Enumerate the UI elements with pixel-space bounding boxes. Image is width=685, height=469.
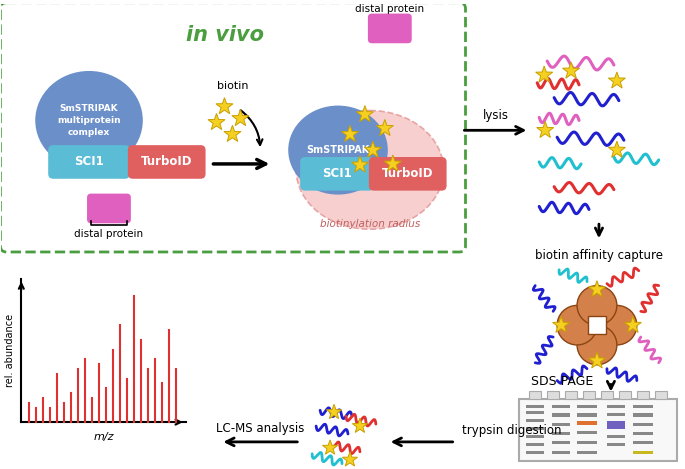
Bar (637, 392, 649, 400)
Polygon shape (356, 106, 373, 121)
Polygon shape (553, 316, 570, 333)
Polygon shape (624, 316, 641, 333)
Bar (526, 443, 544, 446)
Polygon shape (384, 155, 401, 171)
Bar (526, 419, 544, 422)
Text: m/z: m/z (93, 432, 114, 442)
Bar (633, 405, 653, 408)
Bar (519, 400, 677, 461)
Bar (607, 413, 625, 416)
Polygon shape (224, 125, 241, 142)
Text: in vivo: in vivo (186, 25, 264, 45)
Polygon shape (588, 352, 606, 368)
Bar (526, 451, 544, 454)
Text: SmSTRIPAK: SmSTRIPAK (60, 104, 119, 113)
Ellipse shape (288, 106, 388, 195)
Bar (607, 435, 625, 438)
Bar (577, 405, 597, 408)
Bar (552, 432, 570, 435)
Polygon shape (323, 440, 338, 454)
Text: rel. abundance: rel. abundance (5, 314, 15, 387)
FancyBboxPatch shape (1, 3, 466, 252)
Bar (577, 421, 597, 425)
Bar (633, 451, 653, 454)
Bar (633, 432, 653, 435)
Bar (633, 441, 653, 444)
Polygon shape (364, 141, 382, 157)
Polygon shape (327, 404, 342, 419)
Polygon shape (216, 98, 233, 114)
Bar (552, 405, 570, 408)
Bar (633, 413, 653, 417)
FancyBboxPatch shape (128, 145, 206, 179)
Polygon shape (562, 62, 580, 78)
Text: biotinylation radius: biotinylation radius (320, 219, 420, 229)
Polygon shape (341, 125, 358, 142)
Bar (526, 427, 544, 430)
Polygon shape (232, 110, 249, 126)
Bar (526, 435, 544, 438)
Text: SCI1: SCI1 (322, 167, 352, 180)
Bar (633, 423, 653, 426)
Bar (552, 413, 570, 417)
Bar (607, 405, 625, 408)
Text: biotin: biotin (216, 81, 248, 91)
FancyBboxPatch shape (369, 157, 447, 190)
Text: lysis: lysis (482, 109, 508, 122)
FancyBboxPatch shape (48, 145, 130, 179)
FancyBboxPatch shape (300, 157, 374, 190)
Text: LC-MS analysis: LC-MS analysis (216, 422, 305, 435)
Bar (526, 405, 544, 408)
Text: multiprotein: multiprotein (58, 116, 121, 125)
Bar (577, 431, 597, 434)
Bar (601, 392, 613, 400)
Polygon shape (536, 66, 553, 82)
Text: SCI1: SCI1 (74, 155, 104, 168)
Bar (588, 316, 606, 334)
Bar (526, 411, 544, 414)
Text: distal protein: distal protein (356, 4, 425, 14)
Text: trypsin digestion: trypsin digestion (462, 424, 561, 437)
Polygon shape (342, 452, 358, 466)
Bar (552, 451, 570, 454)
Bar (619, 392, 631, 400)
Text: complex: complex (68, 128, 110, 137)
Polygon shape (588, 280, 606, 297)
Bar (530, 392, 541, 400)
Bar (583, 392, 595, 400)
Bar (577, 451, 597, 454)
Circle shape (557, 305, 597, 345)
Bar (607, 421, 625, 429)
Bar (565, 392, 577, 400)
Polygon shape (608, 72, 625, 88)
Bar (655, 392, 667, 400)
Bar (547, 392, 559, 400)
Polygon shape (208, 113, 225, 129)
Ellipse shape (35, 71, 142, 170)
Bar (577, 441, 597, 444)
Polygon shape (536, 121, 553, 137)
Bar (552, 423, 570, 426)
Text: distal protein: distal protein (75, 229, 144, 239)
Polygon shape (351, 156, 369, 172)
Bar (552, 441, 570, 444)
Bar (577, 413, 597, 417)
Polygon shape (608, 141, 625, 157)
Bar (607, 443, 625, 446)
Text: TurboID: TurboID (141, 155, 192, 168)
Text: SDS PAGE: SDS PAGE (531, 375, 593, 388)
Text: TurboID: TurboID (382, 167, 434, 180)
Polygon shape (376, 120, 393, 136)
Ellipse shape (296, 111, 444, 229)
FancyBboxPatch shape (368, 14, 412, 43)
Text: SmSTRIPAK: SmSTRIPAK (306, 145, 370, 155)
Polygon shape (352, 418, 368, 432)
Text: biotin affinity capture: biotin affinity capture (535, 249, 663, 262)
Circle shape (577, 286, 617, 325)
Circle shape (597, 305, 637, 345)
Circle shape (577, 325, 617, 365)
FancyBboxPatch shape (87, 194, 131, 223)
